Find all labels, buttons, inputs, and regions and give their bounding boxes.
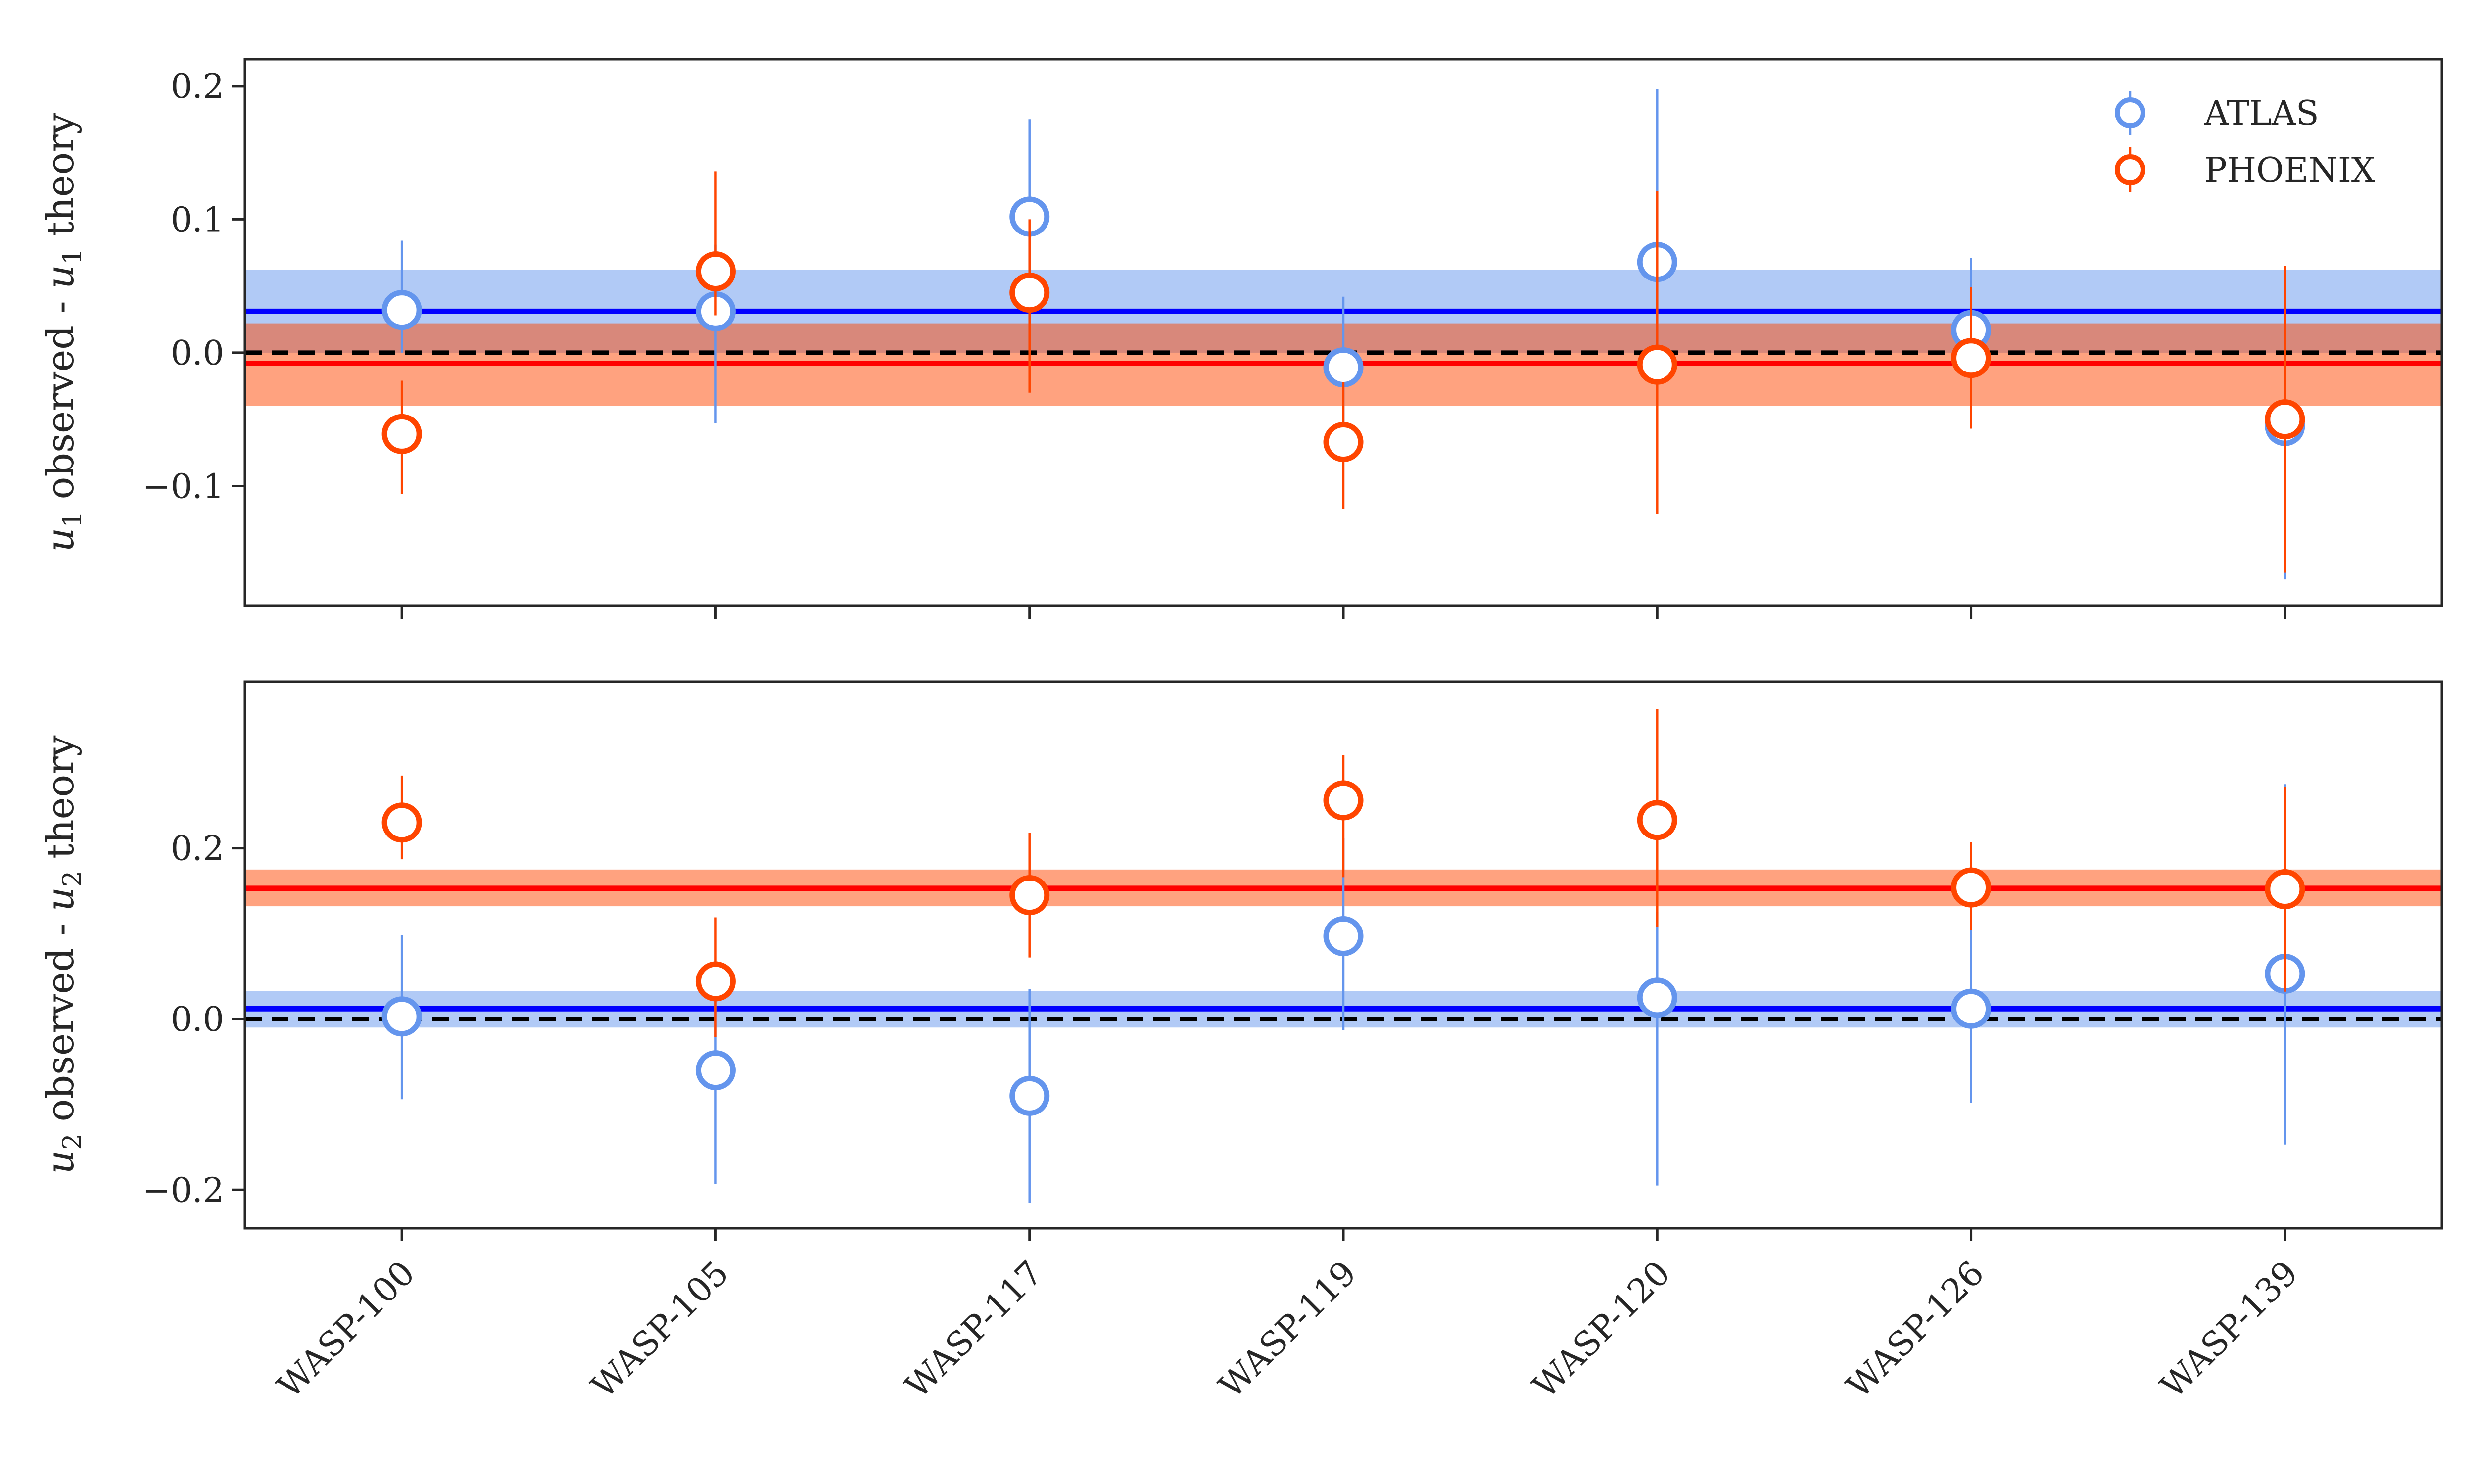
y-axis-label-part: u (38, 887, 82, 911)
data-point (695, 251, 736, 292)
data-point (381, 996, 422, 1037)
legend-label-atlas: ATLAS (2204, 94, 2319, 133)
x-tick-label: WASP-117 (898, 1253, 1050, 1406)
data-point (1323, 780, 1364, 821)
y-axis-label-part: u (38, 265, 82, 289)
data-point (1323, 347, 1364, 388)
data-point (1951, 988, 1992, 1029)
y-axis-label-part: theory (38, 113, 82, 248)
x-tick-label: WASP-100 (270, 1253, 423, 1406)
y-axis-label: u2 observed - u2 theory (38, 735, 88, 1174)
panel-bottom: −0.2 0.0 0.2 WASP-100 WASP-105 WASP-117 WASP-1… (38, 680, 2443, 1406)
x-tick-label: WASP-105 (584, 1253, 736, 1406)
y-axis-label-part: theory (38, 735, 82, 871)
series-phoenix (381, 709, 2305, 1037)
y-tick-label: 0.2 (171, 67, 224, 106)
y-axis-label-part: 1 (58, 511, 88, 528)
legend-marker (2115, 154, 2145, 185)
data-point (1323, 916, 1364, 957)
data-point (381, 414, 422, 454)
x-tick-label: WASP-139 (2153, 1253, 2306, 1406)
x-tick-label: WASP-120 (1525, 1253, 1678, 1406)
data-point (1009, 273, 1050, 313)
legend-marker (2115, 97, 2145, 128)
data-point (381, 290, 422, 330)
y-axis-label-part: 2 (58, 1134, 88, 1150)
y-axis-label: u1 observed - u1 theory (38, 113, 88, 552)
data-point (1009, 1075, 1050, 1116)
legend-label-phoenix: PHOENIX (2204, 151, 2376, 190)
y-tick-label: 0.2 (171, 830, 224, 869)
data-point (1637, 977, 1677, 1018)
legend: ATLAS PHOENIX (2115, 91, 2376, 192)
data-point (381, 802, 422, 843)
series-phoenix (381, 171, 2305, 573)
data-point (695, 1050, 736, 1091)
data-point (1951, 338, 1992, 378)
data-point (2265, 869, 2305, 910)
y-axis-label-part: observed - (38, 289, 82, 511)
y-tick-label: −0.2 (143, 1171, 224, 1210)
y-tick-label: 0.0 (171, 334, 224, 373)
x-tick-label: WASP-126 (1839, 1253, 1992, 1406)
y-axis-label-part: 1 (58, 248, 88, 265)
y-axis-label-part: u (38, 1150, 82, 1174)
data-point (695, 961, 736, 1002)
x-tick-label: WASP-119 (1212, 1253, 1364, 1406)
series-atlas (381, 784, 2305, 1203)
y-axis-label-part: u (38, 528, 82, 552)
y-tick-label: 0.1 (171, 200, 224, 239)
data-point (1637, 800, 1677, 840)
panel-top: −0.10.00.10.2u1 observed - u1 theory ATLA… (38, 58, 2443, 619)
y-axis-label-part: observed - (38, 911, 82, 1133)
data-point (2265, 399, 2305, 440)
y-tick-label: −0.1 (143, 467, 224, 506)
data-point (1951, 867, 1992, 908)
data-point (1637, 344, 1677, 385)
data-point (1009, 875, 1050, 916)
data-point (1323, 422, 1364, 462)
y-tick-label: 0.0 (171, 1000, 224, 1039)
y-axis-label-part: 2 (58, 871, 88, 887)
